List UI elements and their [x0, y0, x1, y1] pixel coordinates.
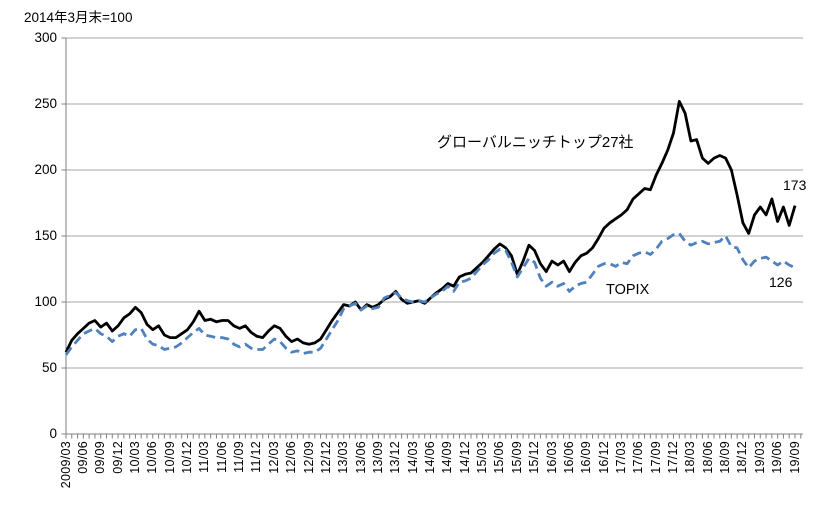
- x-axis-label: 14/03: [405, 441, 420, 474]
- x-axis-label: 12/03: [266, 441, 281, 474]
- series-label-topix: TOPIX: [606, 282, 650, 298]
- x-axis-label: 15/06: [492, 441, 507, 474]
- x-axis-label: 10/09: [162, 441, 177, 474]
- y-axis-label: 250: [34, 96, 57, 111]
- x-axis-label: 11/12: [249, 441, 264, 473]
- y-axis-label: 100: [34, 294, 57, 309]
- x-axis-label: 14/09: [440, 441, 455, 474]
- x-axis-label: 11/06: [214, 441, 229, 473]
- x-axis-label: 18/06: [700, 441, 715, 474]
- series-line-0: [64, 100, 797, 353]
- x-axis-label: 14/12: [457, 441, 472, 474]
- x-axis-label: 13/12: [388, 441, 403, 474]
- x-axis-label: 18/12: [735, 441, 750, 474]
- x-axis-label: 09/06: [75, 441, 90, 474]
- x-axis-label: 15/12: [527, 441, 542, 474]
- x-axis-label: 17/06: [631, 441, 646, 474]
- x-axis-label: 10/03: [127, 441, 142, 474]
- x-axis-label: 16/03: [544, 441, 559, 474]
- x-axis-label: 15/03: [475, 441, 490, 474]
- series-label-global-niche-top27: グローバルニッチトップ27社: [437, 134, 634, 151]
- x-axis-label: 16/09: [579, 441, 594, 474]
- x-axis-label: 12/06: [284, 441, 299, 474]
- series-line-1: [64, 231, 796, 356]
- x-axis-label: 13/03: [336, 441, 351, 474]
- x-axis-label: 17/03: [613, 441, 628, 474]
- y-axis-label: 50: [41, 360, 57, 375]
- x-axis-label: 12/12: [318, 441, 333, 474]
- y-axis-label: 200: [34, 162, 57, 177]
- end-value-topix: 126: [769, 274, 793, 290]
- x-axis-label: 09/09: [93, 441, 108, 474]
- x-axis-label: 15/09: [509, 441, 524, 474]
- x-axis-label: 13/09: [370, 441, 385, 474]
- chart-title: 2014年3月末=100: [24, 10, 133, 25]
- x-axis-label: 16/12: [596, 441, 611, 474]
- y-axis-label: 300: [34, 30, 57, 45]
- y-axis-label: 0: [49, 426, 57, 441]
- x-axis-label: 16/06: [561, 441, 576, 474]
- x-axis-label: 10/06: [145, 441, 160, 474]
- x-axis-label: 17/09: [648, 441, 663, 474]
- end-value-global-niche-top27: 173: [783, 177, 807, 193]
- x-axis-label: 2009/03: [58, 441, 73, 489]
- x-axis-label: 11/03: [197, 441, 212, 473]
- x-axis-label: 12/09: [301, 441, 316, 474]
- x-axis-label: 19/03: [752, 441, 767, 474]
- x-axis-label: 19/09: [787, 441, 802, 474]
- x-axis-label: 18/03: [683, 441, 698, 474]
- x-axis-label: 19/06: [770, 441, 785, 474]
- x-axis-label: 11/09: [232, 441, 247, 473]
- x-axis-label: 13/06: [353, 441, 368, 474]
- x-axis-label: 17/12: [666, 441, 680, 474]
- x-axis-label: 18/09: [718, 441, 733, 474]
- y-axis-label: 150: [34, 228, 57, 243]
- x-axis-label: 09/12: [110, 441, 125, 474]
- x-axis-label: 14/06: [423, 441, 437, 474]
- x-axis-label: 10/12: [180, 441, 194, 474]
